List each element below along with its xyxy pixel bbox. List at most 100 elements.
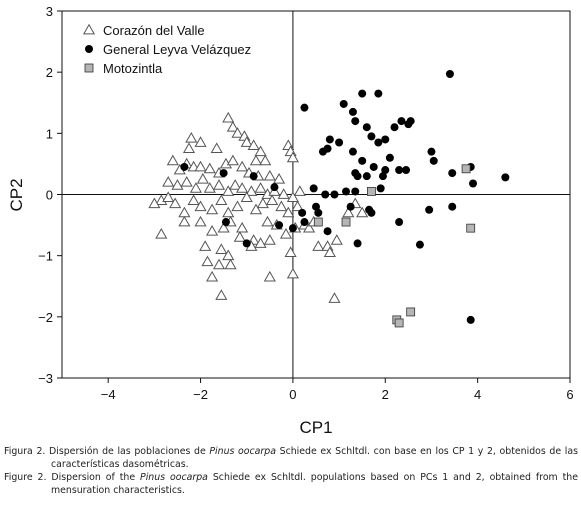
series-1 bbox=[180, 70, 510, 324]
data-point bbox=[231, 200, 244, 212]
data-point bbox=[236, 160, 249, 172]
data-point bbox=[240, 136, 253, 147]
data-point bbox=[323, 246, 336, 258]
data-point bbox=[367, 208, 376, 217]
data-point bbox=[245, 185, 258, 196]
data-point bbox=[395, 218, 404, 227]
legend-label: Corazón del Valle bbox=[103, 23, 205, 38]
legend-label: General Leyva Velázquez bbox=[103, 42, 251, 57]
y-axis-label: CP2 bbox=[7, 178, 26, 211]
data-point bbox=[469, 179, 478, 188]
data-point bbox=[385, 153, 394, 162]
data-point bbox=[263, 234, 276, 245]
data-point bbox=[236, 221, 249, 233]
data-point bbox=[215, 243, 228, 254]
data-point bbox=[314, 208, 323, 217]
data-point bbox=[323, 227, 332, 236]
data-point bbox=[222, 206, 235, 218]
legend-marker bbox=[85, 45, 93, 53]
x-tick-label: −4 bbox=[101, 387, 116, 402]
data-point bbox=[203, 162, 216, 174]
data-point bbox=[288, 224, 297, 233]
data-point bbox=[293, 185, 306, 196]
data-point bbox=[309, 184, 318, 193]
data-point bbox=[300, 103, 309, 112]
y-axis-ticks: −3 −2 −1 0 1 2 3 bbox=[38, 4, 62, 386]
data-point bbox=[312, 202, 320, 211]
caption-english-species: Pinus oocarpa bbox=[140, 472, 208, 484]
data-point bbox=[448, 202, 457, 211]
data-point bbox=[224, 258, 237, 270]
data-point bbox=[406, 307, 416, 317]
data-point bbox=[222, 249, 235, 261]
data-point bbox=[390, 123, 399, 132]
data-point bbox=[330, 234, 343, 245]
data-point bbox=[249, 203, 263, 215]
data-point bbox=[351, 187, 360, 196]
data-point bbox=[335, 138, 344, 147]
data-point bbox=[429, 156, 438, 165]
data-point bbox=[206, 203, 219, 215]
data-point bbox=[397, 117, 406, 126]
data-point bbox=[374, 89, 383, 98]
data-point bbox=[312, 240, 325, 251]
data-point bbox=[448, 169, 457, 178]
data-point bbox=[313, 217, 323, 227]
data-point bbox=[249, 154, 263, 166]
data-point bbox=[217, 221, 230, 233]
data-point bbox=[212, 179, 226, 190]
data-point bbox=[240, 191, 253, 202]
data-point bbox=[215, 194, 228, 206]
data-point bbox=[236, 182, 249, 193]
data-point bbox=[222, 111, 235, 123]
data-point bbox=[367, 187, 376, 196]
data-point bbox=[263, 270, 276, 282]
data-point bbox=[291, 200, 304, 212]
data-point bbox=[351, 117, 360, 126]
data-points bbox=[148, 70, 510, 328]
data-point bbox=[261, 215, 274, 227]
data-point bbox=[201, 255, 214, 267]
data-point bbox=[321, 190, 330, 199]
data-point bbox=[162, 191, 175, 202]
data-point bbox=[226, 154, 239, 166]
data-point bbox=[318, 147, 327, 156]
data-point bbox=[277, 188, 290, 199]
data-point bbox=[254, 182, 267, 193]
data-point bbox=[330, 190, 339, 199]
data-point bbox=[275, 221, 284, 230]
y-tick-label: 1 bbox=[46, 126, 53, 141]
x-tick-label: 4 bbox=[474, 387, 481, 402]
y-tick-label: 3 bbox=[46, 4, 53, 19]
x-axis-label: CP1 bbox=[299, 418, 332, 437]
data-point bbox=[194, 136, 207, 147]
x-tick-label: 2 bbox=[382, 387, 389, 402]
data-point bbox=[339, 99, 348, 108]
data-point bbox=[199, 240, 212, 251]
data-point bbox=[342, 206, 355, 218]
data-point bbox=[279, 228, 293, 239]
x-tick-label: 0 bbox=[289, 387, 296, 402]
data-point bbox=[247, 139, 260, 150]
y-tick-label: 2 bbox=[46, 65, 53, 80]
data-point bbox=[284, 246, 297, 258]
data-point bbox=[180, 162, 189, 171]
data-point bbox=[249, 172, 258, 181]
data-point bbox=[406, 117, 415, 126]
data-point bbox=[229, 179, 242, 190]
data-point bbox=[194, 160, 207, 172]
data-point bbox=[203, 182, 216, 193]
data-point bbox=[300, 218, 309, 227]
data-point bbox=[148, 197, 161, 209]
data-point bbox=[206, 270, 219, 282]
data-point bbox=[166, 154, 179, 166]
data-point bbox=[362, 172, 371, 181]
data-point bbox=[286, 267, 299, 279]
data-point bbox=[222, 185, 235, 196]
data-point bbox=[395, 166, 404, 175]
data-point bbox=[169, 197, 182, 209]
legend-label: Motozintla bbox=[103, 61, 163, 76]
y-tick-label: −2 bbox=[38, 310, 53, 325]
data-point bbox=[466, 315, 475, 324]
data-point bbox=[376, 184, 385, 193]
